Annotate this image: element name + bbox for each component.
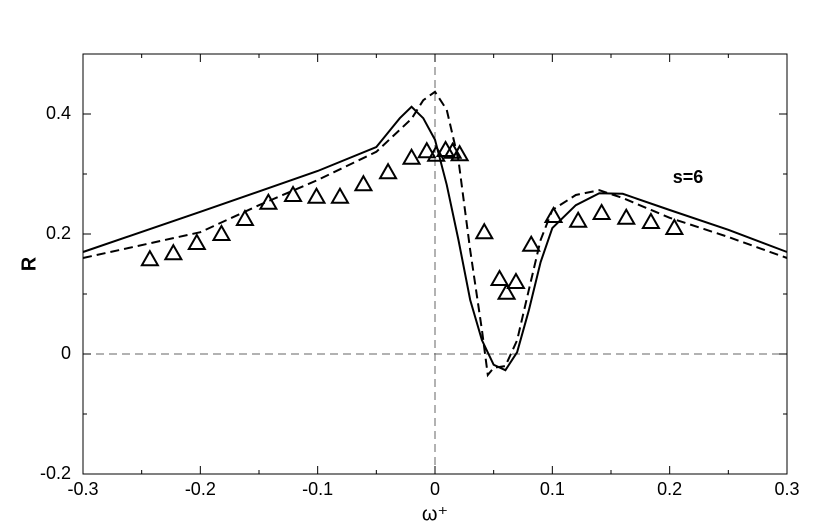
triangle-marker	[211, 223, 232, 241]
triangle-marker	[163, 243, 184, 261]
x-axis-label: ω⁺	[422, 503, 448, 525]
triangle-marker	[591, 202, 612, 220]
y-tick-label: -0.2	[40, 463, 71, 483]
triangle-marker	[353, 174, 374, 192]
triangle-marker	[417, 141, 437, 159]
x-tick-label: 0.3	[774, 479, 799, 499]
y-tick-label: 0	[61, 343, 71, 363]
x-tick-label: -0.3	[67, 479, 98, 499]
triangle-marker	[616, 207, 636, 225]
annotation: s=6	[673, 167, 704, 187]
triangle-marker	[330, 186, 350, 204]
triangle-marker	[474, 222, 495, 240]
line-dashed	[82, 90, 788, 378]
triangle-marker	[283, 184, 303, 202]
triangle-marker	[187, 232, 207, 250]
triangle-marker	[506, 271, 526, 289]
triangle-marker	[306, 186, 327, 204]
triangle-marker	[543, 205, 564, 223]
y-tick-label: 0.2	[46, 223, 71, 243]
x-tick-label: -0.2	[185, 479, 216, 499]
triangle-marker	[496, 282, 517, 300]
x-tick-label: -0.1	[302, 479, 333, 499]
triangle-marker	[521, 234, 541, 252]
triangle-marker	[140, 249, 160, 267]
triangle-marker	[664, 217, 685, 235]
triangle-marker	[489, 268, 510, 286]
triangle-marker	[426, 144, 446, 162]
triangle-marker	[258, 192, 279, 210]
x-tick-label: 0.2	[657, 479, 682, 499]
x-tick-label: 0.1	[540, 479, 565, 499]
x-tick-label: 0	[430, 479, 440, 499]
y-axis-label: R	[18, 256, 40, 271]
triangle-marker	[401, 147, 422, 165]
triangle-marker	[568, 210, 588, 228]
line-solid	[82, 105, 788, 372]
triangle-marker	[378, 162, 398, 180]
triangle-marker	[235, 208, 255, 226]
triangle-marker	[641, 211, 661, 229]
triangle-marker	[449, 144, 470, 162]
y-tick-label: 0.4	[46, 103, 71, 123]
